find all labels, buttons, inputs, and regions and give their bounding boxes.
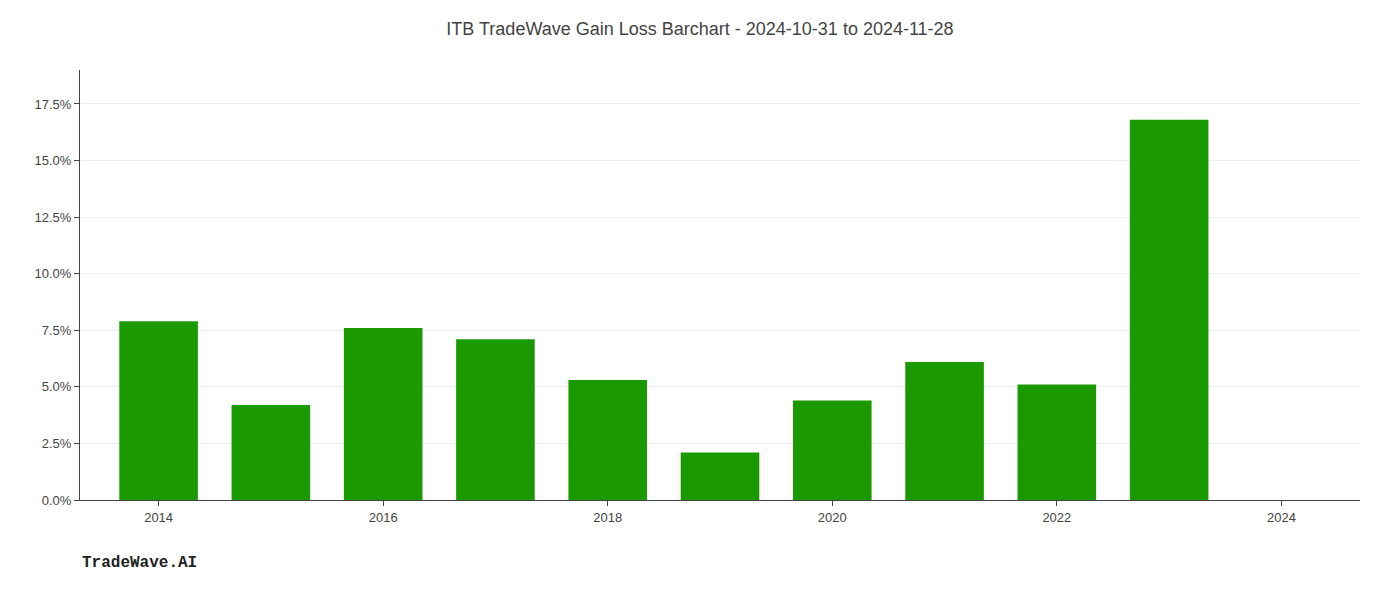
svg-text:7.5%: 7.5% (42, 323, 72, 338)
svg-text:2018: 2018 (593, 510, 622, 525)
svg-text:15.0%: 15.0% (35, 153, 72, 168)
svg-text:2020: 2020 (818, 510, 847, 525)
svg-text:0.0%: 0.0% (42, 493, 72, 508)
svg-text:12.5%: 12.5% (35, 210, 72, 225)
svg-text:17.5%: 17.5% (35, 97, 72, 112)
svg-text:10.0%: 10.0% (35, 266, 72, 281)
svg-text:TradeWave.AI: TradeWave.AI (82, 554, 197, 572)
svg-text:2016: 2016 (369, 510, 398, 525)
svg-text:2.5%: 2.5% (42, 436, 72, 451)
svg-text:2022: 2022 (1042, 510, 1071, 525)
svg-text:ITB TradeWave Gain Loss Barcha: ITB TradeWave Gain Loss Barchart - 2024-… (446, 19, 953, 39)
svg-text:2024: 2024 (1267, 510, 1296, 525)
svg-text:2014: 2014 (144, 510, 173, 525)
svg-text:5.0%: 5.0% (42, 379, 72, 394)
